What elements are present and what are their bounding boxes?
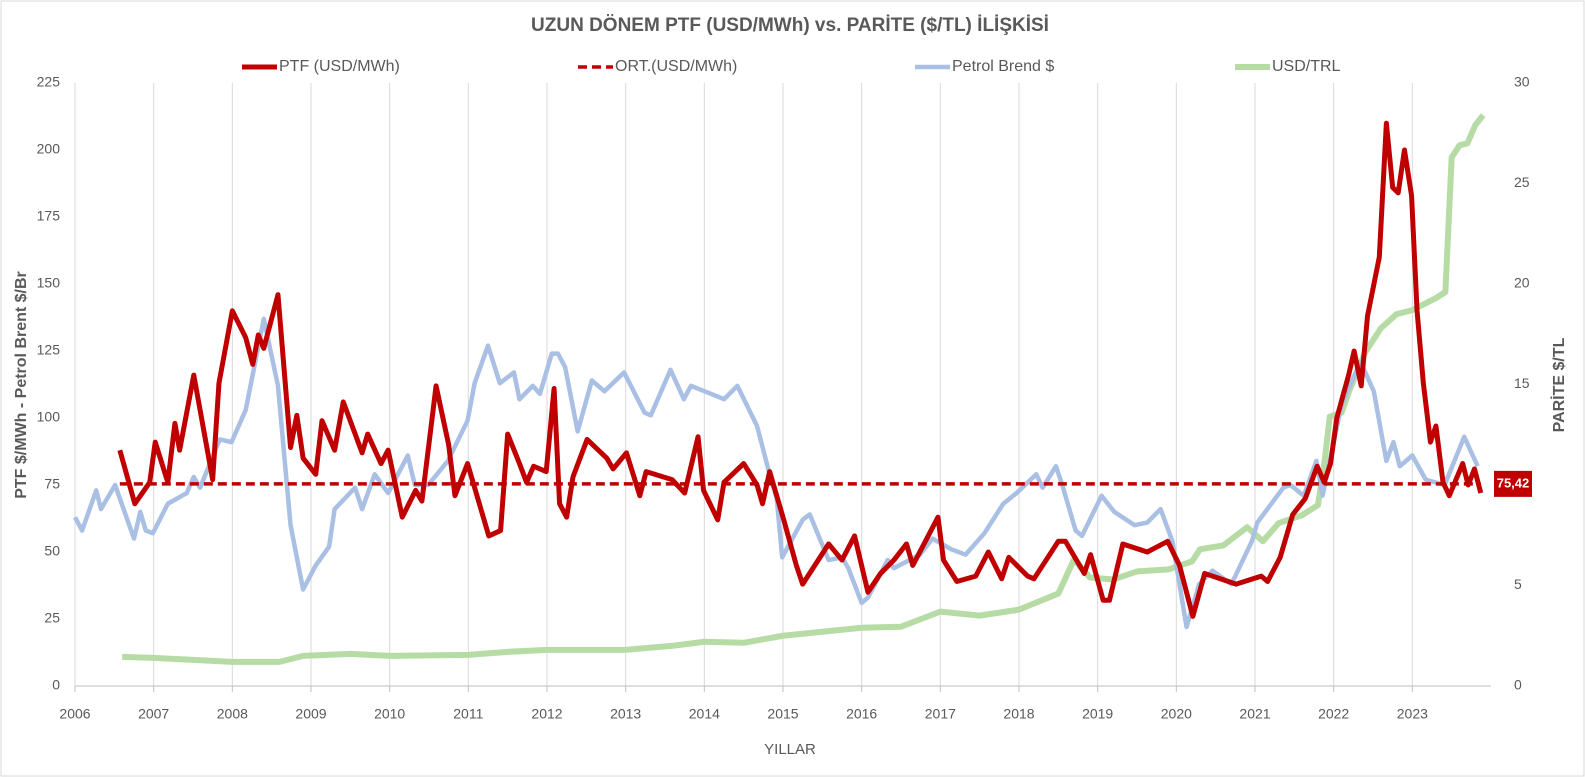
y-tick-label: 150 bbox=[37, 275, 61, 291]
y-tick-label: 200 bbox=[37, 141, 61, 157]
x-tick-label: 2023 bbox=[1397, 706, 1428, 722]
legend-label: Petrol Brend $ bbox=[952, 58, 1054, 75]
x-tick-label: 2015 bbox=[767, 706, 798, 722]
y2-axis-label: PARİTE $/TL bbox=[1550, 337, 1568, 432]
x-tick-label: 2020 bbox=[1161, 706, 1192, 722]
y-tick-label: 175 bbox=[37, 208, 61, 224]
y-tick-label: 75 bbox=[44, 476, 60, 492]
y-tick-label: 50 bbox=[44, 543, 60, 559]
x-tick-label: 2012 bbox=[531, 706, 562, 722]
y-tick-label: 25 bbox=[44, 610, 60, 626]
y2-tick-label: 30 bbox=[1514, 74, 1530, 90]
y2-tick-label: 20 bbox=[1514, 275, 1530, 291]
x-tick-label: 2010 bbox=[374, 706, 405, 722]
y-tick-label: 125 bbox=[37, 342, 61, 358]
y2-tick-label: 15 bbox=[1514, 375, 1530, 391]
x-tick-label: 2021 bbox=[1239, 706, 1270, 722]
x-tick-label: 2016 bbox=[846, 706, 877, 722]
x-tick-label: 2017 bbox=[925, 706, 956, 722]
x-tick-label: 2022 bbox=[1318, 706, 1349, 722]
value-label: 75,42 bbox=[1497, 475, 1530, 490]
x-tick-label: 2008 bbox=[217, 706, 248, 722]
chart-title: UZUN DÖNEM PTF (USD/MWh) vs. PARİTE ($/T… bbox=[531, 15, 1049, 36]
x-tick-label: 2006 bbox=[59, 706, 90, 722]
y-tick-label: 0 bbox=[52, 677, 60, 693]
x-tick-label: 2014 bbox=[689, 706, 720, 722]
x-tick-label: 2007 bbox=[138, 706, 169, 722]
x-tick-label: 2009 bbox=[295, 706, 326, 722]
x-tick-label: 2013 bbox=[610, 706, 641, 722]
y2-tick-label: 0 bbox=[1514, 677, 1522, 693]
legend-label: ORT.(USD/MWh) bbox=[615, 58, 737, 75]
series-line bbox=[117, 120, 1484, 619]
x-tick-label: 2018 bbox=[1003, 706, 1034, 722]
x-tick-label: 2019 bbox=[1082, 706, 1113, 722]
y2-tick-label: 25 bbox=[1514, 174, 1530, 190]
y-tick-label: 100 bbox=[37, 409, 61, 425]
x-tick-label: 2011 bbox=[453, 706, 483, 722]
series-line bbox=[73, 316, 1480, 630]
legend-label: PTF (USD/MWh) bbox=[279, 58, 400, 75]
series-line bbox=[122, 113, 1486, 665]
y2-tick-label: 5 bbox=[1514, 576, 1522, 592]
legend-label: USD/TRL bbox=[1272, 58, 1341, 75]
y-axis-label: PTF $/MWh - Petrol Brent $/Br bbox=[13, 271, 30, 499]
value-label-box bbox=[1494, 470, 1532, 497]
y-tick-label: 225 bbox=[37, 74, 61, 90]
x-axis-label: YILLAR bbox=[764, 741, 816, 758]
